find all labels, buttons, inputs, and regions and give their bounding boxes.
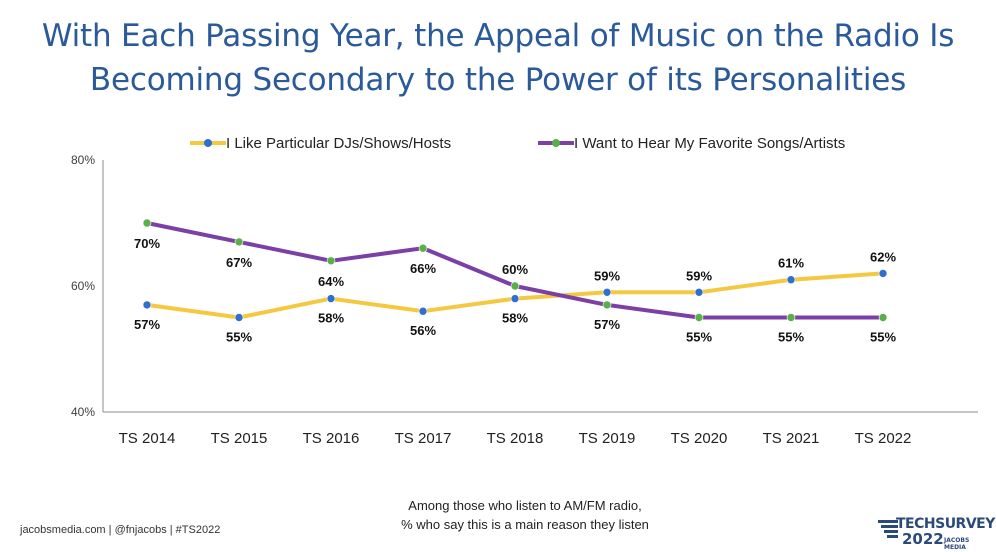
data-point <box>510 294 520 303</box>
data-point <box>234 237 244 247</box>
data-label: 70% <box>134 236 160 251</box>
data-point <box>142 300 152 310</box>
line-chart: 40% 60% 80% TS 2014 TS 2015 TS 2016 TS 2017 TS … <box>71 135 978 447</box>
data-label: 58% <box>318 311 344 326</box>
y-tick-label: 60% <box>71 279 95 293</box>
data-label: 55% <box>778 330 804 345</box>
x-tick-label: TS 2018 <box>487 430 544 447</box>
data-point <box>602 287 612 297</box>
data-point <box>418 243 428 253</box>
techsurvey-logo: TECHSURVEY 2022 JACOBS MEDIA <box>878 514 995 551</box>
data-label: 67% <box>226 255 252 270</box>
data-label: 62% <box>870 249 896 264</box>
footnote-line-2: % who say this is a main reason they lis… <box>401 517 649 532</box>
data-label: 61% <box>778 256 804 271</box>
data-point <box>142 218 152 228</box>
y-tick-label: 80% <box>71 153 95 167</box>
title-line-1: With Each Passing Year, the Appeal of Mu… <box>41 18 955 54</box>
data-label: 59% <box>594 268 620 283</box>
data-label: 55% <box>870 330 896 345</box>
data-point <box>694 287 704 297</box>
data-label: 57% <box>134 317 160 332</box>
data-label: 55% <box>226 330 252 345</box>
data-label: 64% <box>318 274 344 289</box>
data-point <box>326 294 336 303</box>
data-point <box>234 313 244 322</box>
page-title: With Each Passing Year, the Appeal of Mu… <box>0 14 996 102</box>
legend-label: I Want to Hear My Favorite Songs/Artists <box>574 135 845 152</box>
x-tick-label: TS 2022 <box>855 430 912 447</box>
y-tick-label: 40% <box>71 405 95 419</box>
data-label: 56% <box>410 323 436 338</box>
data-label: 55% <box>686 330 712 345</box>
legend-swatch-marker <box>204 139 212 147</box>
title-line-2: Becoming Secondary to the Power of its P… <box>89 62 907 98</box>
data-point <box>878 313 888 322</box>
x-tick-label: TS 2021 <box>763 430 820 447</box>
data-point <box>786 313 796 322</box>
data-point <box>694 313 704 322</box>
x-tick-label: TS 2014 <box>119 430 176 447</box>
data-label: 60% <box>502 262 528 277</box>
data-point <box>418 306 428 316</box>
data-label: 57% <box>594 317 620 332</box>
x-tick-label: TS 2016 <box>303 430 360 447</box>
x-tick-label: TS 2015 <box>211 430 268 447</box>
chart-footnote: Among those who listen to AM/FM radio, %… <box>0 496 996 534</box>
x-tick-label: TS 2020 <box>671 430 728 447</box>
legend-swatch-marker <box>552 139 560 147</box>
footnote-line-1: Among those who listen to AM/FM radio, <box>408 498 642 513</box>
data-point <box>510 281 520 291</box>
logo-stripes-icon <box>878 520 898 538</box>
data-label: 59% <box>686 268 712 283</box>
x-tick-label: TS 2019 <box>579 430 636 447</box>
data-point <box>786 275 796 285</box>
data-point <box>326 256 336 266</box>
logo-word-techsurvey: TECHSURVEY <box>896 516 995 532</box>
footer-credits: jacobsmedia.com | @fnjacobs | #TS2022 <box>20 524 221 536</box>
data-label: 66% <box>410 261 436 276</box>
data-point <box>602 300 612 310</box>
data-point <box>878 269 888 278</box>
x-tick-label: TS 2017 <box>395 430 452 447</box>
logo-word-jacobs: JACOBS MEDIA <box>944 537 970 551</box>
data-label: 58% <box>502 311 528 326</box>
logo-word-year: 2022 <box>902 530 944 548</box>
legend-label: I Like Particular DJs/Shows/Hosts <box>226 135 451 152</box>
